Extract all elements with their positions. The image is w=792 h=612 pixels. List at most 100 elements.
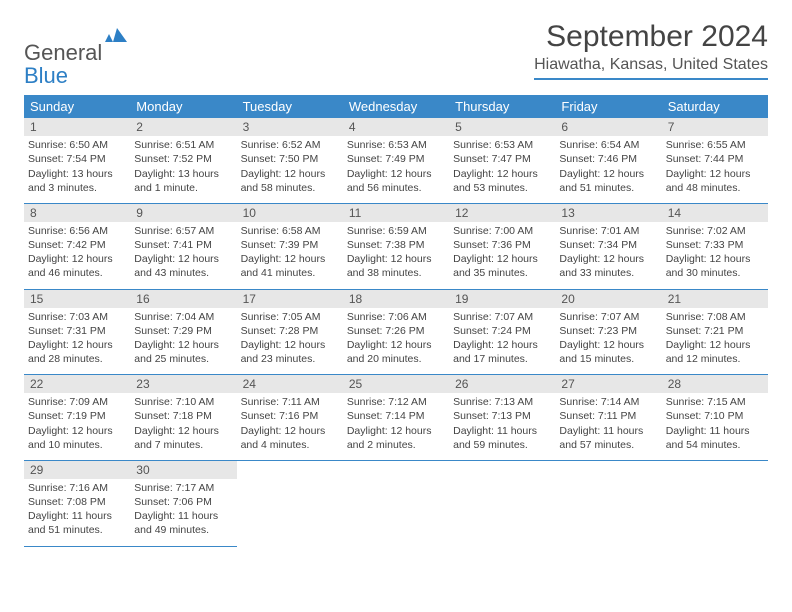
sunset-line: Sunset: 7:19 PM (28, 409, 126, 423)
calendar-cell: 18Sunrise: 7:06 AMSunset: 7:26 PMDayligh… (343, 289, 449, 375)
sunset-line: Sunset: 7:50 PM (241, 152, 339, 166)
sunset-line: Sunset: 7:18 PM (134, 409, 232, 423)
location-text: Hiawatha, Kansas, United States (534, 56, 768, 73)
sunrise-line: Sunrise: 7:04 AM (134, 310, 232, 324)
day-details: Sunrise: 7:01 AMSunset: 7:34 PMDaylight:… (555, 222, 661, 289)
day-number: 10 (237, 204, 343, 222)
day-number: 30 (130, 461, 236, 479)
sunrise-line: Sunrise: 7:13 AM (453, 395, 551, 409)
daylight-line: Daylight: 12 hours and 33 minutes. (559, 252, 657, 280)
daylight-line: Daylight: 12 hours and 17 minutes. (453, 338, 551, 366)
sunrise-line: Sunrise: 7:17 AM (134, 481, 232, 495)
daylight-line: Daylight: 12 hours and 4 minutes. (241, 424, 339, 452)
calendar-cell (237, 460, 343, 546)
calendar-cell: 20Sunrise: 7:07 AMSunset: 7:23 PMDayligh… (555, 289, 661, 375)
sunset-line: Sunset: 7:26 PM (347, 324, 445, 338)
calendar-cell: 10Sunrise: 6:58 AMSunset: 7:39 PMDayligh… (237, 203, 343, 289)
calendar-cell: 26Sunrise: 7:13 AMSunset: 7:13 PMDayligh… (449, 375, 555, 461)
location-underline: Hiawatha, Kansas, United States (534, 56, 768, 80)
day-details: Sunrise: 7:08 AMSunset: 7:21 PMDaylight:… (662, 308, 768, 375)
weekday-header: Thursday (449, 95, 555, 118)
sunset-line: Sunset: 7:36 PM (453, 238, 551, 252)
daylight-line: Daylight: 12 hours and 41 minutes. (241, 252, 339, 280)
daylight-line: Daylight: 12 hours and 51 minutes. (559, 167, 657, 195)
day-number: 29 (24, 461, 130, 479)
sunrise-line: Sunrise: 7:10 AM (134, 395, 232, 409)
sunrise-line: Sunrise: 7:00 AM (453, 224, 551, 238)
calendar-cell (449, 460, 555, 546)
sunrise-line: Sunrise: 6:50 AM (28, 138, 126, 152)
day-details: Sunrise: 7:09 AMSunset: 7:19 PMDaylight:… (24, 393, 130, 460)
calendar-table: Sunday Monday Tuesday Wednesday Thursday… (24, 95, 768, 546)
daylight-line: Daylight: 12 hours and 25 minutes. (134, 338, 232, 366)
day-details: Sunrise: 6:52 AMSunset: 7:50 PMDaylight:… (237, 136, 343, 203)
day-number: 11 (343, 204, 449, 222)
sunrise-line: Sunrise: 7:12 AM (347, 395, 445, 409)
sunrise-line: Sunrise: 7:07 AM (559, 310, 657, 324)
day-details: Sunrise: 7:06 AMSunset: 7:26 PMDaylight:… (343, 308, 449, 375)
sunrise-line: Sunrise: 7:01 AM (559, 224, 657, 238)
sunset-line: Sunset: 7:08 PM (28, 495, 126, 509)
day-number: 12 (449, 204, 555, 222)
sunrise-line: Sunrise: 7:14 AM (559, 395, 657, 409)
sunset-line: Sunset: 7:11 PM (559, 409, 657, 423)
day-number: 21 (662, 290, 768, 308)
day-details: Sunrise: 6:58 AMSunset: 7:39 PMDaylight:… (237, 222, 343, 289)
day-number: 8 (24, 204, 130, 222)
day-details: Sunrise: 7:10 AMSunset: 7:18 PMDaylight:… (130, 393, 236, 460)
day-details: Sunrise: 6:57 AMSunset: 7:41 PMDaylight:… (130, 222, 236, 289)
day-details: Sunrise: 7:04 AMSunset: 7:29 PMDaylight:… (130, 308, 236, 375)
daylight-line: Daylight: 12 hours and 2 minutes. (347, 424, 445, 452)
day-number: 15 (24, 290, 130, 308)
daylight-line: Daylight: 12 hours and 56 minutes. (347, 167, 445, 195)
calendar-cell: 15Sunrise: 7:03 AMSunset: 7:31 PMDayligh… (24, 289, 130, 375)
day-number: 16 (130, 290, 236, 308)
sunset-line: Sunset: 7:14 PM (347, 409, 445, 423)
daylight-line: Daylight: 12 hours and 23 minutes. (241, 338, 339, 366)
daylight-line: Daylight: 11 hours and 57 minutes. (559, 424, 657, 452)
daylight-line: Daylight: 12 hours and 15 minutes. (559, 338, 657, 366)
day-number: 23 (130, 375, 236, 393)
calendar-row: 8 Sunrise: 6:56 AMSunset: 7:42 PM Daylight… (24, 203, 768, 289)
sunset-line: Sunset: 7:42 PM (28, 238, 126, 252)
calendar-row: 29Sunrise: 7:16 AMSunset: 7:08 PMDayligh… (24, 460, 768, 546)
day-number: 18 (343, 290, 449, 308)
sunrise-line: Sunrise: 7:07 AM (453, 310, 551, 324)
title-block: September 2024 Hiawatha, Kansas, United … (534, 20, 768, 80)
day-details: Sunrise: 7:17 AMSunset: 7:06 PMDaylight:… (130, 479, 236, 546)
daylight-line: Daylight: 12 hours and 48 minutes. (666, 167, 764, 195)
calendar-cell: 4Sunrise: 6:53 AMSunset: 7:49 PMDaylight… (343, 118, 449, 203)
day-number: 27 (555, 375, 661, 393)
daylight-line: Daylight: 12 hours and 30 minutes. (666, 252, 764, 280)
sunrise-line: Sunrise: 7:06 AM (347, 310, 445, 324)
sunset-line: Sunset: 7:29 PM (134, 324, 232, 338)
day-number: 9 (130, 204, 236, 222)
daylight-line: Daylight: 12 hours and 58 minutes. (241, 167, 339, 195)
day-number: 20 (555, 290, 661, 308)
logo-flag-icon (105, 28, 127, 42)
weekday-header-row: Sunday Monday Tuesday Wednesday Thursday… (24, 95, 768, 118)
header: General Blue September 2024 Hiawatha, Ka… (24, 20, 768, 87)
day-number: 2 (130, 118, 236, 136)
day-details: Sunrise: 6:51 AMSunset: 7:52 PMDaylight:… (130, 136, 236, 203)
daylight-line: Daylight: 12 hours and 53 minutes. (453, 167, 551, 195)
calendar-cell: 14 Sunrise: 7:02 AMSunset: 7:33 PMDayligh… (662, 203, 768, 289)
sunset-line: Sunset: 7:33 PM (666, 238, 764, 252)
day-details: Sunrise: 6:53 AMSunset: 7:49 PMDaylight:… (343, 136, 449, 203)
daylight-line: Daylight: 11 hours and 59 minutes. (453, 424, 551, 452)
day-details: Sunrise: 6:54 AMSunset: 7:46 PMDaylight:… (555, 136, 661, 203)
sunset-line: Sunset: 7:10 PM (666, 409, 764, 423)
logo: General Blue (24, 28, 127, 87)
daylight-line: Daylight: 12 hours and 28 minutes. (28, 338, 126, 366)
sunrise-line: Sunrise: 6:53 AM (453, 138, 551, 152)
sunrise-line: Sunrise: 7:02 AM (666, 224, 764, 238)
day-number: 14 (662, 204, 768, 222)
sunrise-line: Sunrise: 6:56 AM (28, 224, 126, 238)
calendar-cell (343, 460, 449, 546)
day-number: 22 (24, 375, 130, 393)
sunset-line: Sunset: 7:21 PM (666, 324, 764, 338)
logo-text: General Blue (24, 28, 127, 87)
daylight-line: Daylight: 12 hours and 43 minutes. (134, 252, 232, 280)
calendar-cell: 8Sunrise: 6:56 AMSunset: 7:42 PMDaylight… (24, 203, 130, 289)
weekday-header: Tuesday (237, 95, 343, 118)
